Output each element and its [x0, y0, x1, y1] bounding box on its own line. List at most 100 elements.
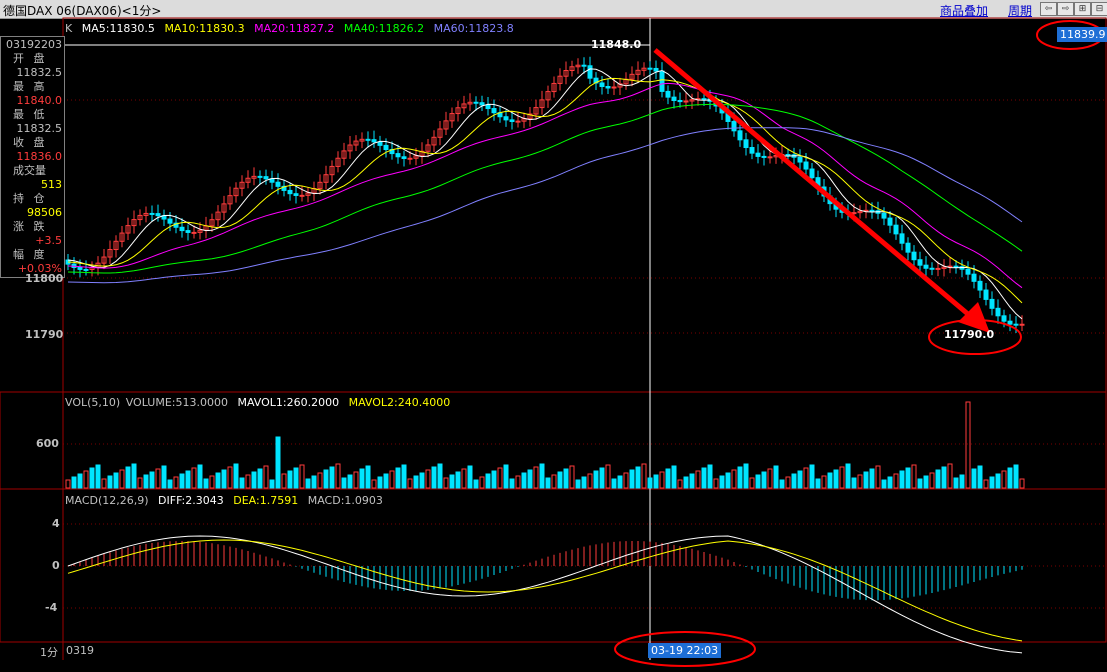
- volume-bar: [527, 469, 533, 489]
- candle-body: [395, 153, 401, 158]
- candle-body: [533, 107, 539, 115]
- candle-body: [923, 264, 929, 269]
- candle-body: [365, 138, 371, 141]
- volume-bar: [653, 474, 659, 489]
- annotation-ellipse-low: [928, 319, 1022, 355]
- volume-bar: [95, 464, 101, 489]
- candle-body: [575, 64, 581, 68]
- volume-bar: [407, 478, 413, 489]
- candle-body: [317, 181, 323, 190]
- volume-bar: [815, 478, 821, 489]
- close-value: 11836.0: [16, 150, 63, 163]
- overlay-menu-link[interactable]: 商品叠加: [940, 4, 989, 18]
- candle-body: [263, 176, 269, 180]
- volume-bar: [821, 475, 827, 489]
- candle-body: [449, 113, 455, 122]
- candle-body: [911, 251, 917, 261]
- candle-body: [185, 230, 191, 233]
- volume-bar: [635, 466, 641, 489]
- scroll-right-icon[interactable]: ⇨: [1057, 2, 1074, 16]
- volume-bar: [215, 472, 221, 489]
- volume-bar: [107, 475, 113, 489]
- macd-diff: DIFF:2.3043: [158, 494, 224, 507]
- candle-body: [113, 240, 119, 251]
- volume-bar: [983, 479, 989, 489]
- candle-body: [881, 212, 887, 219]
- volume-bar: [1013, 464, 1019, 489]
- candle-body: [803, 161, 809, 170]
- volume-bar: [581, 476, 587, 489]
- zoom-out-icon[interactable]: ⊟: [1091, 2, 1107, 16]
- annotation-ellipse-time: [614, 631, 756, 667]
- volume-bar: [689, 473, 695, 489]
- candle-body: [653, 67, 659, 72]
- volume-bar: [965, 401, 971, 489]
- candle-body: [149, 212, 155, 215]
- scroll-left-icon[interactable]: ⇦: [1040, 2, 1057, 16]
- volume-bar: [701, 467, 707, 489]
- volume-bar: [1007, 467, 1013, 489]
- volume-bar: [383, 473, 389, 489]
- pct-label: 幅 度: [13, 248, 48, 261]
- candle-body: [245, 177, 251, 183]
- volume-bar: [275, 436, 281, 489]
- candle-body: [551, 82, 557, 93]
- candle-body: [191, 231, 197, 234]
- candle-body: [131, 219, 137, 227]
- candle-body: [917, 259, 923, 266]
- macd-tick-4: 4: [52, 517, 60, 530]
- candle-body: [287, 189, 293, 195]
- volume-bar: [977, 465, 983, 489]
- candle-body: [431, 136, 437, 146]
- high-marker: 11848.0: [591, 38, 642, 51]
- candle-body: [293, 193, 299, 196]
- volume-bar: [695, 470, 701, 489]
- volume-bar: [785, 476, 791, 489]
- volume-bar: [671, 465, 677, 489]
- volume-bar: [905, 467, 911, 489]
- volume-bar: [827, 472, 833, 489]
- candle-body: [323, 174, 329, 183]
- candle-body: [509, 119, 515, 122]
- ma60-line: [67, 127, 1023, 284]
- candle-body: [797, 156, 803, 163]
- volume-bar: [533, 466, 539, 489]
- volume-bar: [167, 479, 173, 489]
- candle-body: [527, 113, 533, 120]
- candle-body: [515, 120, 521, 123]
- candle-body: [977, 280, 983, 291]
- volume-bar: [1019, 478, 1025, 489]
- volume-bar: [665, 468, 671, 489]
- volume-bar: [953, 477, 959, 489]
- volume-bar: [779, 479, 785, 489]
- volume-bar: [413, 475, 419, 489]
- candle-body: [809, 168, 815, 179]
- volume-bar: [239, 477, 245, 489]
- candle-body: [995, 307, 1001, 317]
- volume-bar: [803, 467, 809, 489]
- candle-body: [581, 64, 587, 67]
- volume-bar: [683, 476, 689, 489]
- volume-bar: [893, 473, 899, 489]
- period-indicator[interactable]: 1分: [40, 646, 58, 659]
- candle-body: [221, 203, 227, 213]
- candle-body: [281, 185, 287, 191]
- candle-body: [965, 268, 971, 275]
- period-menu-link[interactable]: 周期: [1008, 4, 1033, 18]
- volume-bar: [281, 473, 287, 489]
- candle-body: [785, 153, 791, 156]
- zoom-in-icon[interactable]: ⊞: [1074, 2, 1091, 16]
- candle-body: [1007, 320, 1013, 325]
- volume-bar: [767, 468, 773, 489]
- volume-bar: [1001, 470, 1007, 489]
- candle-body: [155, 213, 161, 217]
- candle-body: [77, 266, 83, 270]
- close-label: 收 盘: [13, 136, 48, 149]
- volume-bar: [719, 475, 725, 489]
- macd-label: MACD(12,26,9): [65, 494, 149, 507]
- vol-mavol1: MAVOL1:260.2000: [237, 396, 340, 409]
- candle-body: [257, 175, 263, 178]
- volume-bar: [707, 464, 713, 489]
- volume-bar: [851, 477, 857, 489]
